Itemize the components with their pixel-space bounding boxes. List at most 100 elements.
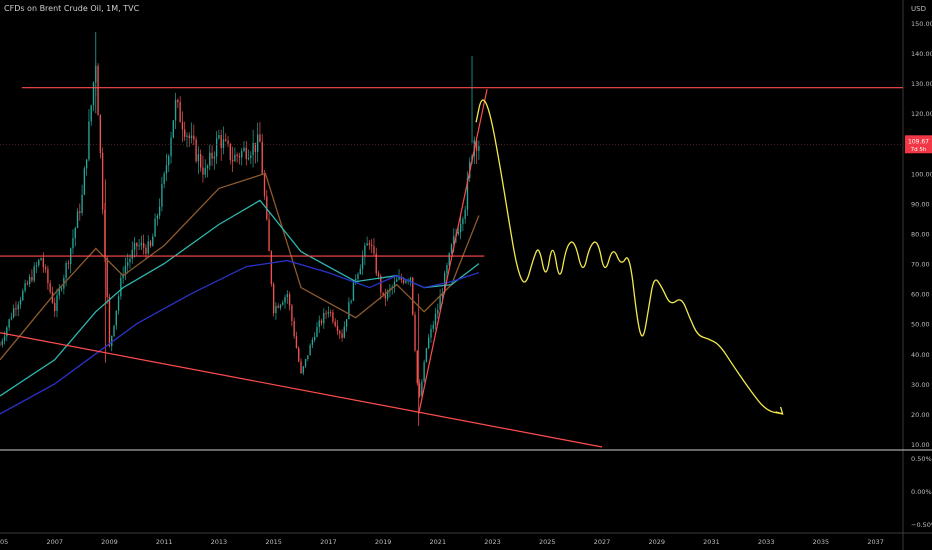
candle-body: [6, 327, 8, 337]
candle-body: [437, 309, 439, 314]
candle-body: [120, 277, 122, 297]
candle-body: [371, 244, 373, 247]
candle-body: [220, 135, 222, 148]
candle-body: [44, 267, 47, 270]
y-tick-label: 10.00: [911, 441, 930, 449]
candle-body: [247, 158, 250, 160]
candle-body: [329, 311, 332, 313]
candle-body: [131, 249, 133, 259]
candle-body: [154, 218, 156, 237]
trend-line: [0, 332, 603, 448]
x-tick-label: 2013: [211, 538, 228, 546]
candle-body: [26, 283, 29, 285]
candle-body: [236, 154, 238, 157]
candle-body: [113, 325, 115, 336]
candle-body: [177, 99, 179, 103]
candle-body: [377, 273, 380, 277]
candle-body: [263, 174, 266, 197]
candle-body: [15, 308, 17, 310]
candle-body: [168, 156, 170, 166]
candle-body: [17, 304, 19, 310]
candle-body: [72, 238, 74, 249]
candle-body: [186, 135, 188, 137]
candle-body: [58, 288, 60, 296]
candle-body: [79, 211, 81, 213]
candle-body: [218, 135, 220, 139]
candle-body: [386, 290, 389, 299]
x-tick-label: 2021: [430, 538, 447, 546]
candle-body: [293, 321, 295, 337]
candle-body: [272, 284, 275, 314]
candle-body: [179, 102, 181, 123]
x-tick-label: 2005: [0, 538, 8, 546]
y-tick-label: 50.00: [911, 321, 930, 329]
candle-body: [225, 139, 227, 141]
candle-body: [111, 335, 113, 347]
candle-body: [345, 319, 348, 327]
candle-body: [252, 142, 254, 156]
trend-line: [418, 89, 488, 415]
candle-body: [90, 105, 92, 122]
candle-body: [60, 288, 63, 290]
candle-body: [101, 152, 104, 210]
candle-body: [318, 320, 320, 327]
candle-body: [209, 152, 211, 166]
candle-body: [478, 146, 480, 151]
candle-body: [412, 277, 414, 315]
candle-body: [393, 281, 396, 287]
y-tick-label: 30.00: [911, 381, 930, 389]
candle-body: [428, 337, 430, 349]
candle-body: [127, 262, 129, 266]
candle-body: [222, 139, 225, 148]
candle-body: [193, 135, 195, 140]
x-tick-label: 2029: [648, 538, 665, 546]
candle-body: [416, 350, 418, 384]
chart-title: CFDs on Brent Crude Oil, 1M, TVC: [4, 4, 140, 13]
candle-body: [152, 236, 154, 247]
candle-body: [85, 159, 88, 169]
candle-body: [204, 168, 206, 175]
candle-body: [418, 383, 421, 397]
candle-body: [277, 305, 279, 308]
candle-body: [384, 294, 387, 299]
candle-body: [97, 65, 99, 116]
candle-body: [188, 135, 190, 139]
candle-body: [24, 283, 26, 291]
candle-body: [33, 266, 35, 281]
candle-body: [396, 279, 398, 282]
candle-body: [364, 245, 366, 257]
candle-body: [83, 168, 86, 195]
candle-body: [286, 294, 289, 298]
candle-body: [136, 242, 138, 247]
candle-body: [341, 333, 343, 338]
x-tick-label: 2037: [867, 538, 884, 546]
candle-body: [108, 297, 111, 347]
candle-body: [350, 300, 352, 302]
candle-body: [343, 326, 346, 338]
price-badge: [905, 135, 932, 154]
candle-body: [434, 313, 437, 326]
x-tick-label: 2027: [594, 538, 611, 546]
candle-body: [65, 263, 67, 279]
candle-body: [133, 242, 136, 250]
x-tick-label: 2023: [484, 538, 501, 546]
candle-body: [245, 147, 247, 160]
y-tick-label: 60.00: [911, 291, 930, 299]
y-tick-label: 20.00: [911, 411, 930, 419]
candle-body: [229, 143, 231, 160]
candle-body: [165, 165, 168, 174]
oscillator-tick-label: 0.50%: [911, 455, 932, 463]
candle-body: [99, 115, 102, 153]
candle-body: [67, 263, 70, 264]
candle-body: [439, 296, 441, 310]
candle-body: [382, 292, 384, 295]
y-tick-label: 130.00: [911, 80, 932, 88]
candle-body: [316, 326, 318, 337]
candle-body: [457, 232, 460, 234]
x-tick-label: 2007: [46, 538, 63, 546]
projection-path: [475, 99, 783, 415]
candle-body: [234, 154, 236, 162]
candle-body: [464, 209, 466, 219]
